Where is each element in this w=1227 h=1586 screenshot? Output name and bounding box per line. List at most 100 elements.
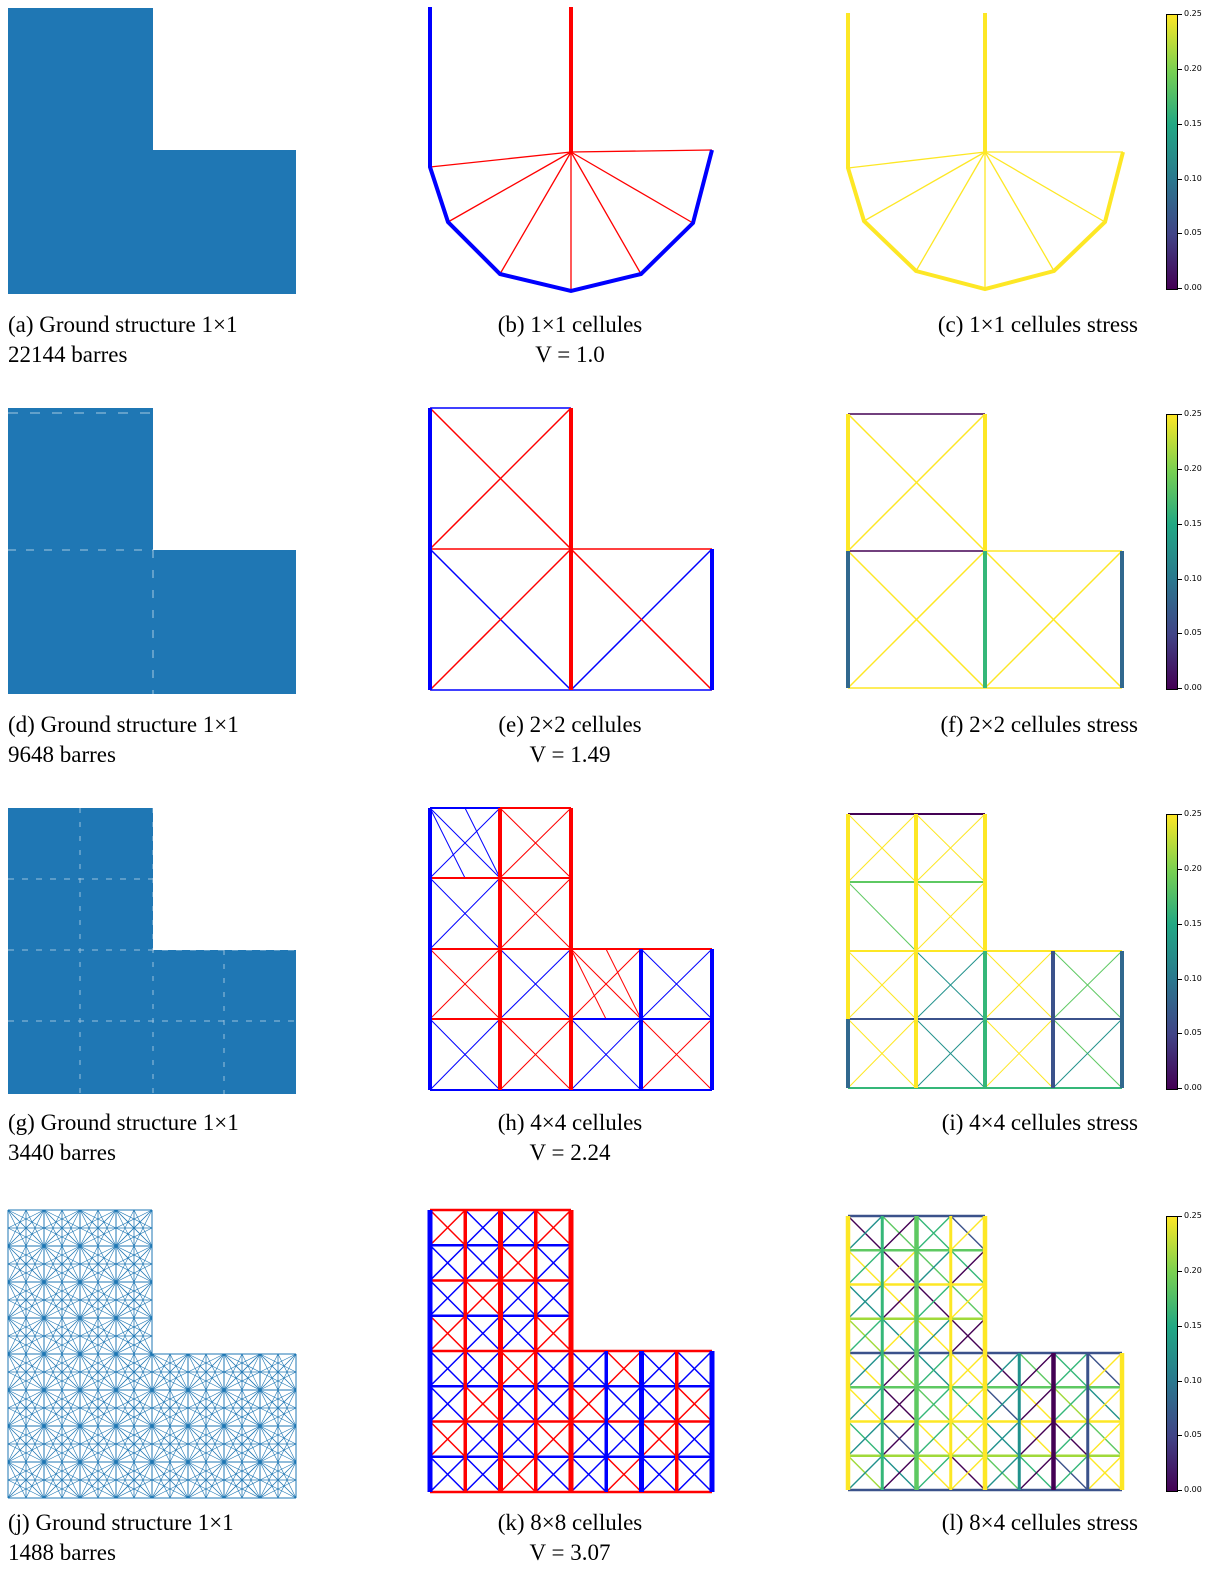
lattice-bar xyxy=(133,1281,153,1319)
tension-x-bracing xyxy=(429,807,713,1091)
caption-a-line2: 22144 barres xyxy=(8,342,128,367)
ground-structure-plot-a xyxy=(8,8,296,294)
x-brace xyxy=(464,1420,502,1458)
lattice-bar xyxy=(151,1461,171,1499)
lattice-bar xyxy=(61,1425,81,1463)
stress-brace xyxy=(847,1386,883,1422)
x-brace xyxy=(640,1420,678,1458)
lattice-bar xyxy=(79,1335,117,1355)
colorbar-tick: 0.25 xyxy=(1184,809,1202,818)
lattice-bar xyxy=(277,1389,297,1427)
caption-d-line2: 9648 barres xyxy=(8,742,116,767)
caption-h-line1: (h) 4×4 cellules xyxy=(497,1110,643,1135)
lattice-bar xyxy=(223,1407,261,1427)
stress-2x2-svg xyxy=(846,413,1124,689)
x-brace xyxy=(499,1315,537,1352)
lattice-bar xyxy=(115,1335,153,1355)
lattice-bar xyxy=(79,1479,117,1499)
caption-a: (a) Ground structure 1×1 22144 barres xyxy=(8,310,237,370)
lattice-bar xyxy=(223,1425,243,1463)
stress-brace xyxy=(847,1318,883,1354)
x-brace xyxy=(499,1385,537,1423)
stress-brace xyxy=(916,1352,952,1388)
x-brace xyxy=(535,1315,572,1352)
stress-columns xyxy=(846,814,1124,1088)
l-shape-fill xyxy=(8,408,296,694)
lattice-bar xyxy=(115,1389,135,1427)
tension-members xyxy=(429,149,713,291)
x-brace xyxy=(535,1350,572,1387)
stress-brace xyxy=(1087,1386,1123,1422)
lattice-bar xyxy=(259,1461,297,1481)
stress-brace xyxy=(1053,1386,1089,1422)
lattice-bar xyxy=(7,1335,45,1355)
caption-e-line2: V = 1.49 xyxy=(529,742,611,767)
caption-b-line1: (b) 1×1 cellules xyxy=(497,312,643,337)
x-brace xyxy=(429,1279,466,1317)
lattice-bar xyxy=(115,1281,153,1301)
x-brace xyxy=(570,1350,607,1387)
lattice-bar xyxy=(79,1209,117,1229)
lattice-bar xyxy=(259,1389,297,1409)
lattice-bar xyxy=(43,1443,81,1463)
stress-brace xyxy=(881,1249,917,1285)
colorbar-gradient xyxy=(1166,1216,1178,1492)
lattice-bar xyxy=(115,1479,153,1499)
caption-f: (f) 2×2 cellules stress xyxy=(880,710,1138,740)
vertical-columns xyxy=(428,808,714,1090)
lattice-bar xyxy=(151,1389,171,1427)
lattice-bar xyxy=(25,1281,45,1319)
caption-h-line2: V = 2.24 xyxy=(529,1140,611,1165)
stress-brace xyxy=(847,1284,883,1320)
truss-1x1-svg xyxy=(428,7,714,294)
stress-brace xyxy=(847,1421,883,1457)
lattice-bar xyxy=(151,1389,189,1409)
x-brace xyxy=(570,1420,607,1458)
lattice-bar xyxy=(43,1389,81,1409)
lattice-bar xyxy=(97,1353,117,1391)
lattice-bar xyxy=(115,1227,153,1247)
lattice-bar xyxy=(259,1443,297,1463)
lattice-bar xyxy=(223,1353,261,1373)
x-brace xyxy=(499,1456,537,1493)
colorbar-tick: 0.25 xyxy=(1184,1211,1202,1220)
stress-brace xyxy=(916,1421,952,1457)
lattice-bar xyxy=(115,1245,135,1283)
lattice-bar xyxy=(43,1461,81,1481)
lattice-bar xyxy=(151,1407,189,1427)
caption-d-line1: (d) Ground structure 1×1 xyxy=(8,712,239,737)
lattice-bar xyxy=(43,1389,63,1427)
lattice-bar xyxy=(79,1317,99,1355)
stress-brace xyxy=(1018,1455,1054,1491)
lattice-bar xyxy=(133,1389,153,1427)
stress-1x1-svg xyxy=(846,13,1125,292)
caption-b: (b) 1×1 cellules V = 1.0 xyxy=(420,310,720,370)
lattice-bar xyxy=(205,1461,225,1499)
lattice-bar xyxy=(61,1389,81,1427)
lattice-bar xyxy=(79,1317,117,1337)
lattice-bar xyxy=(43,1425,63,1463)
caption-i-line1: (i) 4×4 cellules stress xyxy=(941,1110,1138,1135)
stress-brace xyxy=(881,1284,917,1320)
lattice-bar xyxy=(205,1389,225,1427)
colorbar-tick: 0.00 xyxy=(1184,683,1202,692)
lattice-bar xyxy=(115,1425,135,1463)
x-brace xyxy=(535,1456,572,1493)
colorbar-tick: 0.20 xyxy=(1184,64,1202,73)
lattice-bar xyxy=(79,1353,99,1391)
x-brace xyxy=(676,1385,713,1423)
lattice-bar xyxy=(187,1443,225,1463)
caption-l: (l) 8×4 cellules stress xyxy=(880,1508,1138,1538)
lattice-bar xyxy=(115,1245,153,1265)
x-brace xyxy=(640,1350,678,1387)
l-shape-fill xyxy=(8,8,296,294)
x-brace xyxy=(464,1209,502,1246)
lattice-bar xyxy=(43,1425,81,1445)
lattice-bar xyxy=(241,1389,261,1427)
colorbar-gradient xyxy=(1166,814,1178,1090)
lattice-bar xyxy=(7,1353,27,1391)
lattice-bar xyxy=(43,1227,81,1247)
lattice-bar xyxy=(7,1245,27,1283)
stress-brace xyxy=(950,1284,986,1320)
lattice-bar xyxy=(241,1425,261,1463)
